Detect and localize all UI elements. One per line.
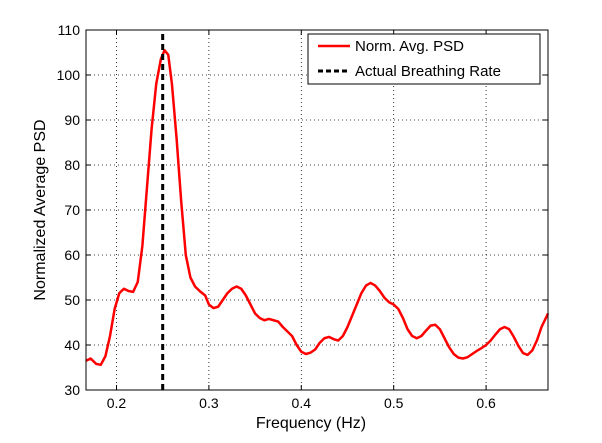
y-tick-label: 60 — [64, 247, 80, 263]
y-tick-label: 30 — [64, 382, 80, 398]
legend: Norm. Avg. PSD Actual Breathing Rate — [307, 33, 541, 85]
x-axis-title: Frequency (Hz) — [256, 415, 366, 432]
axes: 0.2 0.3 0.4 0.5 0.6 30 40 50 60 70 80 90 100 110 — [57, 22, 549, 411]
y-tick-label: 80 — [64, 157, 80, 173]
x-tick-label: 0.4 — [292, 395, 312, 411]
legend-box — [307, 33, 541, 85]
data-series — [85, 30, 550, 390]
y-tick-label: 50 — [64, 292, 80, 308]
y-tick-label: 90 — [64, 112, 80, 128]
legend-label-psd: Norm. Avg. PSD — [355, 38, 464, 55]
y-tick-label: 70 — [64, 202, 80, 218]
y-tick-label: 110 — [58, 22, 81, 38]
x-tick-label: 0.2 — [107, 395, 127, 411]
y-axis-title: Normalized Average PSD — [32, 119, 49, 300]
psd-series-line — [85, 49, 550, 367]
x-tick-label: 0.5 — [384, 395, 404, 411]
y-tick-label: 40 — [64, 337, 80, 353]
x-tick-label: 0.6 — [476, 395, 496, 411]
y-tick-label: 100 — [57, 67, 81, 83]
legend-label-breathing-rate: Actual Breathing Rate — [355, 63, 501, 80]
x-tick-label: 0.3 — [199, 395, 219, 411]
